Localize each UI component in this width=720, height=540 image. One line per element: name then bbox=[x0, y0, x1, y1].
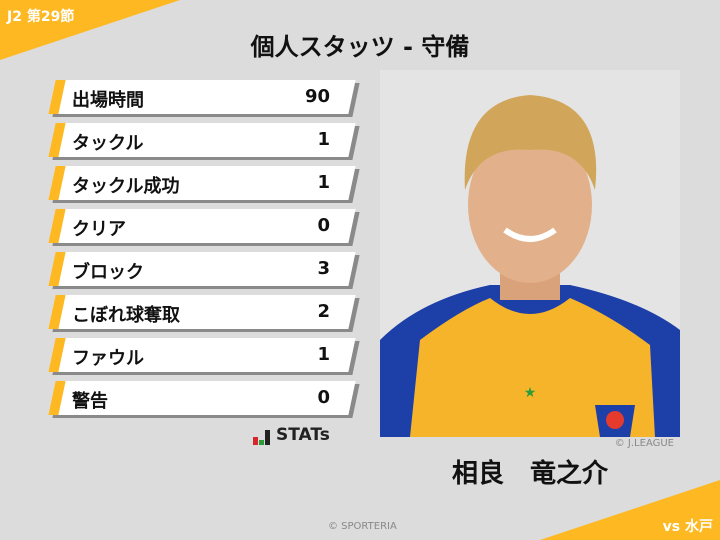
stats-logo: STATs bbox=[253, 425, 330, 445]
player-photo: ★ bbox=[380, 70, 680, 437]
stats-logo-text: STATs bbox=[276, 425, 330, 445]
round-label: J2 第29節 bbox=[7, 9, 75, 25]
stat-label: こぼれ球奪取 bbox=[72, 305, 180, 326]
player-name: 相良 竜之介 bbox=[451, 459, 608, 489]
stats-bar-icon bbox=[253, 430, 270, 445]
stat-value: 3 bbox=[317, 258, 330, 279]
stat-value: 1 bbox=[317, 172, 330, 193]
stat-value: 2 bbox=[317, 301, 330, 322]
stat-value: 0 bbox=[317, 215, 330, 236]
stat-label: タックル成功 bbox=[72, 176, 180, 197]
stat-row: タックル 1 bbox=[48, 123, 360, 160]
stat-row: ブロック 3 bbox=[48, 252, 360, 289]
stat-row: こぼれ球奪取 2 bbox=[48, 295, 360, 332]
stat-row: ファウル 1 bbox=[48, 338, 360, 375]
stat-row: クリア 0 bbox=[48, 209, 360, 246]
stat-label: ブロック bbox=[72, 262, 144, 283]
stat-value: 90 bbox=[304, 86, 330, 107]
stat-row: タックル成功 1 bbox=[48, 166, 360, 203]
svg-text:★: ★ bbox=[524, 385, 537, 401]
stat-value: 1 bbox=[317, 344, 330, 365]
stat-label: クリア bbox=[72, 219, 126, 240]
stat-row: 出場時間 90 bbox=[48, 80, 360, 117]
copyright: © SPORTERIA bbox=[328, 521, 397, 532]
photo-credit: © J.LEAGUE bbox=[614, 438, 674, 449]
page-title: 個人スタッツ - 守備 bbox=[250, 33, 470, 61]
opponent-label: vs 水戸 bbox=[662, 519, 713, 535]
stat-label: 出場時間 bbox=[72, 90, 144, 111]
stat-value: 0 bbox=[317, 387, 330, 408]
stat-row: 警告 0 bbox=[48, 381, 360, 418]
stat-label: 警告 bbox=[72, 391, 108, 412]
stat-label: タックル bbox=[72, 133, 144, 154]
stat-value: 1 bbox=[317, 129, 330, 150]
stat-label: ファウル bbox=[72, 348, 144, 369]
